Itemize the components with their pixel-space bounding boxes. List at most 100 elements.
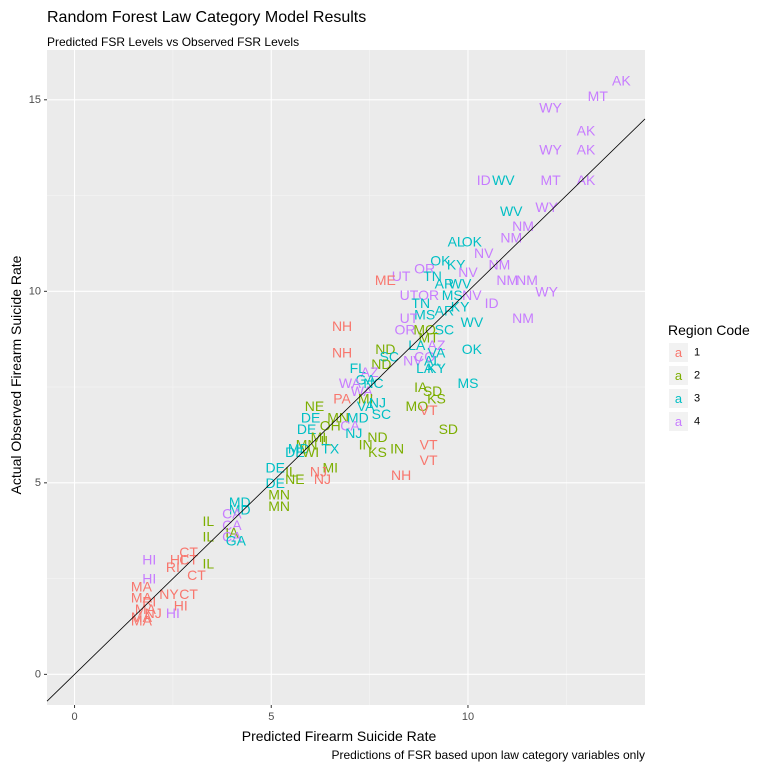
data-point-label: WV xyxy=(449,276,472,292)
data-point-label: AZ xyxy=(428,337,446,353)
data-point-label: OR xyxy=(414,260,435,276)
legend-key-glyph: a xyxy=(675,414,683,429)
data-point-label: NH xyxy=(332,345,352,361)
data-point-label: HI xyxy=(174,597,188,613)
data-point-label: IL xyxy=(202,528,214,544)
data-point-label: SC xyxy=(380,348,399,364)
legend-key-glyph: a xyxy=(675,391,683,406)
data-point-label: AK xyxy=(612,73,631,89)
data-point-label: LA xyxy=(408,337,426,353)
data-point-label: MT xyxy=(540,172,561,188)
data-point-label: GA xyxy=(356,371,377,387)
data-point-label: MS xyxy=(457,375,478,391)
data-point-label: GA xyxy=(226,532,247,548)
data-point-label: MA xyxy=(135,601,157,617)
data-point-label: KY xyxy=(427,360,446,376)
data-point-label: AR xyxy=(435,302,454,318)
data-point-label: OK xyxy=(462,234,483,250)
data-point-label: CA xyxy=(222,528,242,544)
chart-title: Random Forest Law Category Model Results xyxy=(47,9,366,26)
data-point-label: MD xyxy=(229,502,251,518)
data-point-label: AR xyxy=(435,276,454,292)
data-point-label: NJ xyxy=(345,425,362,441)
data-point-label: DE xyxy=(297,421,316,437)
y-tick-label: 15 xyxy=(29,94,41,106)
data-point-label: NY xyxy=(159,586,179,602)
y-tick-label: 0 xyxy=(35,668,41,680)
y-axis-ticks: 0 5 10 15 xyxy=(29,94,47,680)
data-point-label: CT xyxy=(187,567,206,583)
data-point-label: NE xyxy=(305,398,324,414)
data-point-label: KY xyxy=(447,257,466,273)
legend-label: 1 xyxy=(694,347,700,359)
data-point-label: MN xyxy=(296,437,318,453)
data-point-label: DE xyxy=(265,460,284,476)
data-point-label: VT xyxy=(420,402,438,418)
x-tick-label: 5 xyxy=(268,711,274,723)
data-point-label: IN xyxy=(359,437,373,453)
data-point-label: OR xyxy=(418,287,439,303)
data-point-label: SD xyxy=(439,421,458,437)
data-point-label: TN xyxy=(423,268,442,284)
data-point-label: NM xyxy=(489,257,511,273)
data-point-label: MD xyxy=(229,494,251,510)
legend-label: 2 xyxy=(694,370,700,382)
data-point-label: TN xyxy=(411,295,430,311)
data-point-label: LA xyxy=(416,360,434,376)
data-point-label: WV xyxy=(500,203,523,219)
y-axis-title: Actual Observed Firearm Suicide Rate xyxy=(8,255,24,494)
data-point-label: NJ xyxy=(145,605,162,621)
data-point-label: CA xyxy=(222,505,242,521)
data-point-label: CT xyxy=(179,551,198,567)
data-point-label: CT xyxy=(179,586,198,602)
data-point-label: WY xyxy=(539,99,562,115)
x-tick-label: 10 xyxy=(462,711,474,723)
data-point-label: VA xyxy=(428,345,446,361)
legend-label: 3 xyxy=(694,393,700,405)
data-point-label: MA xyxy=(131,578,153,594)
data-point-label: OK xyxy=(430,253,451,269)
legend-key xyxy=(669,389,688,408)
data-point-label: NV xyxy=(403,352,423,368)
data-point-label: CO xyxy=(414,348,435,364)
data-point-label: KY xyxy=(451,299,470,315)
data-point-label: MS xyxy=(442,287,463,303)
data-point-label: OR xyxy=(395,322,416,338)
data-point-label: MT xyxy=(419,329,440,345)
data-point-label: AL xyxy=(448,234,465,250)
data-point-label: KS xyxy=(427,391,446,407)
data-point-label: MD xyxy=(347,410,369,426)
x-axis-ticks: 0 5 10 xyxy=(71,705,474,723)
data-point-label: KS xyxy=(368,444,387,460)
data-point-label: IL xyxy=(285,463,297,479)
data-point-label: ND xyxy=(371,356,391,372)
data-point-label: AK xyxy=(577,122,596,138)
data-point-label: HI xyxy=(170,551,184,567)
data-point-label: CT xyxy=(179,544,198,560)
data-point-label: DE xyxy=(265,475,284,491)
legend-key-glyph: a xyxy=(675,345,683,360)
data-point-label: DE xyxy=(301,410,320,426)
data-point-label: UT xyxy=(400,310,419,326)
data-point-label: ND xyxy=(375,341,395,357)
legend-label: 4 xyxy=(694,416,700,428)
data-point-label: NV xyxy=(462,287,482,303)
data-point-label: TX xyxy=(321,440,340,456)
legend-key xyxy=(669,343,688,362)
data-point-label: FL xyxy=(350,360,367,376)
data-point-label: NM xyxy=(512,218,534,234)
data-point-label: AZ xyxy=(361,364,379,380)
data-point-label: WY xyxy=(535,199,558,215)
data-point-label: AK xyxy=(577,172,596,188)
data-point-label: MS xyxy=(414,306,435,322)
legend-key-glyph: a xyxy=(675,368,683,383)
data-point-label: WA xyxy=(351,383,374,399)
x-axis-title: Predicted Firearm Suicide Rate xyxy=(242,728,437,744)
data-point-label: SD xyxy=(423,383,442,399)
data-point-label: HI xyxy=(142,551,156,567)
data-point-label: IA xyxy=(225,525,239,541)
legend-items: a 1a 2a 3a 4 xyxy=(669,343,700,431)
data-point-label: NM xyxy=(496,272,518,288)
